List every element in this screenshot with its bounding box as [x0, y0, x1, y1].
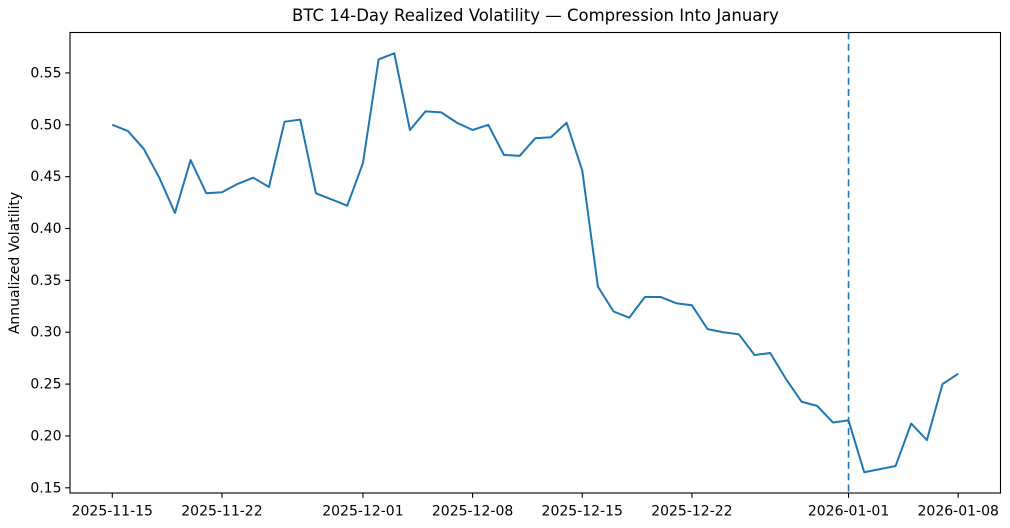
x-tick-label: 2025-12-01 [322, 504, 403, 520]
y-tick-label: 0.15 [30, 480, 61, 496]
x-tick-label: 2025-12-22 [651, 504, 732, 520]
x-tick-label: 2025-11-22 [181, 504, 262, 520]
y-tick-label: 0.45 [30, 169, 61, 185]
y-tick-label: 0.40 [30, 221, 61, 237]
x-tick-label: 2025-11-15 [72, 504, 153, 520]
volatility-line [111, 52, 959, 474]
x-tick-label: 2025-12-15 [542, 504, 623, 520]
y-axis-label: Annualized Volatility [7, 191, 23, 335]
y-tick-label: 0.35 [30, 273, 61, 289]
y-tick-label: 0.55 [30, 65, 61, 81]
x-tick-label: 2026-01-01 [808, 504, 889, 520]
y-tick-label: 0.50 [30, 117, 61, 133]
axes-border [69, 31, 1002, 494]
y-tick-label: 0.20 [30, 428, 61, 444]
x-tick-label: 2026-01-08 [918, 504, 999, 520]
y-tick-label: 0.25 [30, 377, 61, 393]
x-tick-label: 2025-12-08 [432, 504, 513, 520]
chart-title: BTC 14-Day Realized Volatility — Compres… [292, 6, 779, 25]
y-tick-label: 0.30 [30, 325, 61, 341]
